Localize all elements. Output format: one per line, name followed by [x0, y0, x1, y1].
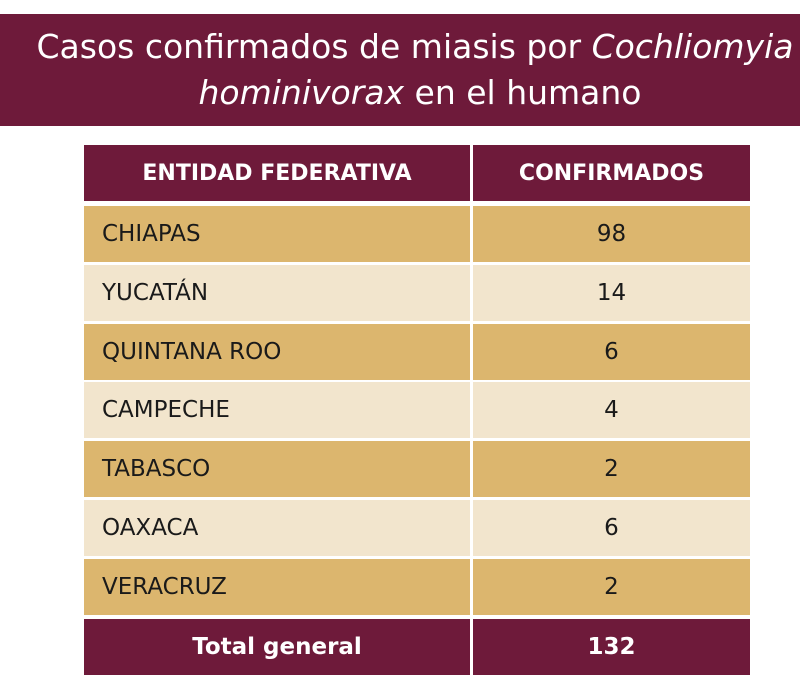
title-banner: Casos confirmados de miasis por Cochliom… [0, 14, 800, 126]
column-header-confirmados: CONFIRMADOS [473, 145, 750, 201]
cell-entidad: QUINTANA ROO [84, 324, 470, 380]
table-row: YUCATÁN 14 [84, 265, 750, 321]
table-row: CHIAPAS 98 [84, 206, 750, 262]
title-species-genus: Cochliomyia [591, 27, 794, 66]
total-value: 132 [473, 619, 750, 675]
table-row: VERACRUZ 2 [84, 559, 750, 615]
cases-table: ENTIDAD FEDERATIVA CONFIRMADOS CHIAPAS 98… [84, 145, 750, 675]
cell-entidad: OAXACA [84, 500, 470, 556]
cell-confirmados: 98 [473, 206, 750, 262]
table-row: CAMPECHE 4 [84, 382, 750, 438]
cell-confirmados: 6 [473, 324, 750, 380]
title-text-end: en el humano [404, 73, 642, 112]
cell-entidad: CAMPECHE [84, 382, 470, 438]
column-header-entidad: ENTIDAD FEDERATIVA [84, 145, 470, 201]
cell-confirmados: 6 [473, 500, 750, 556]
table-row: OAXACA 6 [84, 500, 750, 556]
total-label: Total general [84, 619, 470, 675]
table-row: TABASCO 2 [84, 441, 750, 497]
cell-entidad: TABASCO [84, 441, 470, 497]
cell-confirmados: 4 [473, 382, 750, 438]
cell-confirmados: 2 [473, 559, 750, 615]
title-line-2: hominivorax en el humano [0, 73, 800, 113]
cell-entidad: YUCATÁN [84, 265, 470, 321]
title-text: Casos confirmados de miasis por [36, 27, 592, 66]
title-line-1: Casos confirmados de miasis por Cochliom… [0, 27, 800, 67]
cell-entidad: VERACRUZ [84, 559, 470, 615]
cell-confirmados: 14 [473, 265, 750, 321]
cell-confirmados: 2 [473, 441, 750, 497]
table-total-row: Total general 132 [84, 619, 750, 675]
table-header-row: ENTIDAD FEDERATIVA CONFIRMADOS [84, 145, 750, 201]
title-species-epithet: hominivorax [198, 73, 405, 112]
cell-entidad: CHIAPAS [84, 206, 470, 262]
table-row: QUINTANA ROO 6 [84, 324, 750, 380]
